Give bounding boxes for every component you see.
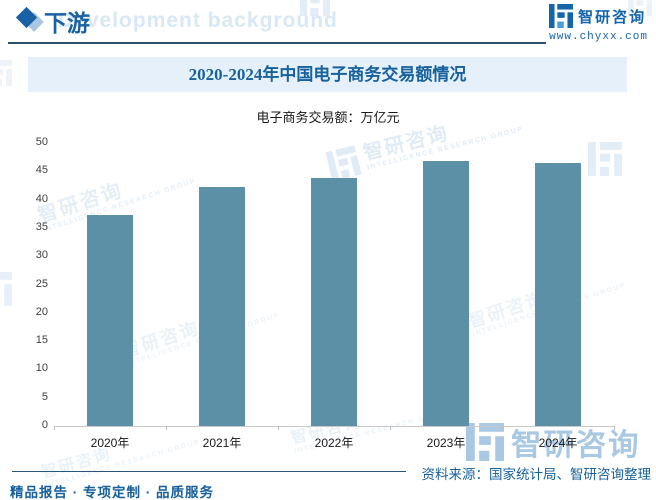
- section-title: 下游: [44, 11, 90, 36]
- x-axis-tick-label: 2022年: [314, 436, 354, 450]
- x-axis-tick-label: 2021年: [202, 436, 242, 450]
- x-axis-tickmark: [614, 426, 615, 430]
- bar-2020年: [87, 215, 133, 426]
- header-divider: [8, 42, 546, 44]
- x-axis-tick-label: 2024年: [538, 436, 578, 450]
- y-axis-tick-label: 40: [35, 192, 48, 205]
- brand-name: 智研咨询: [578, 8, 647, 26]
- x-axis-tick-label: 2020年: [90, 436, 130, 450]
- y-axis-tick-label: 30: [35, 249, 48, 262]
- y-axis-tick-label: 45: [35, 164, 48, 177]
- y-axis-tick-label: 35: [35, 220, 48, 233]
- brand-url-link[interactable]: www.chyxx.com: [549, 31, 648, 43]
- bar-2022年: [311, 178, 357, 426]
- y-axis-tick-label: 25: [35, 277, 48, 290]
- diamond-icon: [15, 6, 44, 32]
- bar-2023年: [423, 161, 469, 426]
- footer: 资料来源：国家统计局、智研咨询整理 精品报告 · 专项定制 · 品质服务: [0, 455, 656, 500]
- x-axis-tickmark: [390, 426, 391, 430]
- x-axis-tickmark: [502, 426, 503, 430]
- y-axis-tick-label: 5: [41, 390, 48, 403]
- x-axis-tick-label: 2023年: [426, 436, 466, 450]
- bar-2021年: [199, 186, 245, 426]
- y-axis-tick-label: 20: [35, 305, 48, 318]
- y-axis-tick-label: 10: [35, 362, 48, 375]
- footer-divider: [12, 471, 406, 472]
- bar-2024年: [535, 163, 581, 426]
- chart-subtitle: 电子商务交易额：万亿元: [256, 110, 400, 125]
- brand-logo-icon: [549, 4, 574, 28]
- chart-title: 2020-2024年中国电子商务交易额情况: [28, 57, 627, 92]
- x-axis-tickmark: [54, 426, 55, 430]
- x-axis-tickmark: [278, 426, 279, 430]
- y-axis-tick-label: 15: [35, 334, 48, 347]
- x-axis-tickmark: [166, 426, 167, 430]
- y-axis-tick-label: 50: [35, 136, 48, 148]
- header: Development background 下游 智研咨询 www.chyxx…: [0, 0, 656, 46]
- x-axis-line: [54, 426, 614, 427]
- y-axis-tick-label: 0: [41, 419, 48, 431]
- brand-block: 智研咨询 www.chyxx.com: [549, 4, 648, 43]
- footer-tagline: 精品报告 · 专项定制 · 品质服务: [10, 485, 214, 500]
- header-background-text: Development background: [58, 9, 338, 32]
- data-source-text: 资料来源：国家统计局、智研咨询整理: [421, 467, 652, 482]
